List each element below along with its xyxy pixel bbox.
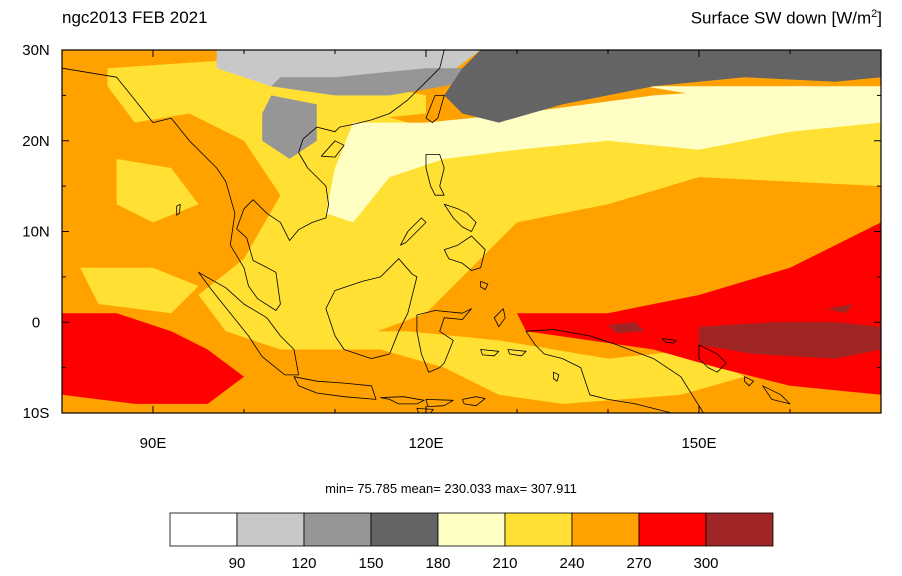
field-region-9 xyxy=(271,68,490,96)
field-region-7 xyxy=(644,86,881,105)
unit-exponent: 2 xyxy=(871,8,878,20)
coastline-13 xyxy=(662,338,677,344)
coastline-25 xyxy=(176,203,181,216)
field-region-16 xyxy=(608,322,645,334)
field-region-11 xyxy=(444,50,881,123)
coastline-8 xyxy=(443,235,486,271)
colorbar-label-0: 90 xyxy=(229,555,246,572)
y-tick-label-3: 0 xyxy=(32,314,40,331)
colorbar-box-0 xyxy=(169,512,238,547)
coastline-2 xyxy=(293,376,377,400)
coastline-14 xyxy=(744,376,754,387)
map-plot: 90E 120E 150E 30N 20N 10N 0 10S xyxy=(22,42,882,452)
variable-name: Surface SW down [W/m xyxy=(690,8,872,28)
coastline-1 xyxy=(198,271,300,376)
y-tick-label-0: 30N xyxy=(22,42,50,59)
x-tick-label-1: 120E xyxy=(408,435,443,452)
coastline-6 xyxy=(443,203,477,232)
colorbar-label-5: 240 xyxy=(559,555,584,572)
coastline-12 xyxy=(698,344,727,373)
coastline-10 xyxy=(320,140,345,158)
coastline-4 xyxy=(416,308,472,373)
field-region-17 xyxy=(826,304,854,314)
field-region-3 xyxy=(80,267,199,314)
coastline-layer xyxy=(62,50,791,413)
colorbar-box-1 xyxy=(236,512,305,547)
coastline-5 xyxy=(425,153,445,196)
y-tick-label-2: 10N xyxy=(22,224,50,241)
colorbar-label-4: 210 xyxy=(492,555,517,572)
field-region-10 xyxy=(262,95,317,159)
chart-title: ngc2013 FEB 2021 xyxy=(62,8,208,27)
colorbar-label-6: 270 xyxy=(626,555,651,572)
colorbar-label-7: 300 xyxy=(693,555,718,572)
coastline-15 xyxy=(762,385,791,405)
coastline-21 xyxy=(493,308,506,328)
coastline-19 xyxy=(461,396,486,407)
field-region-6 xyxy=(325,86,881,223)
colorbar-box-2 xyxy=(303,512,372,547)
colorbar-box-4 xyxy=(437,512,506,547)
colorbar-label-3: 180 xyxy=(425,555,450,572)
y-tick-label-4: 10S xyxy=(23,405,50,422)
field-region-4 xyxy=(280,331,745,404)
colorbar-box-6 xyxy=(571,512,640,547)
x-tick-label-2: 150E xyxy=(681,435,716,452)
coastline-3 xyxy=(325,258,418,360)
field-region-2 xyxy=(116,158,199,223)
stats-line: min= 75.785 mean= 230.033 max= 307.911 xyxy=(325,481,577,496)
coastline-7 xyxy=(400,217,427,246)
coastline-23 xyxy=(553,371,560,382)
colorbar-box-5 xyxy=(504,512,573,547)
x-tick-label-0: 90E xyxy=(140,435,167,452)
coastline-24 xyxy=(480,280,489,291)
coastline-16 xyxy=(380,396,425,405)
coastline-11 xyxy=(525,329,704,413)
unit-close: ] xyxy=(877,8,882,28)
coastline-0 xyxy=(62,50,445,311)
coastline-22 xyxy=(507,349,527,357)
axis-ticks: 90E 120E 150E 30N 20N 10N 0 10S xyxy=(22,42,882,452)
coastline-9 xyxy=(425,95,445,123)
colorbar-box-8 xyxy=(705,512,774,547)
coastline-17 xyxy=(425,398,454,408)
colorbar-label-2: 150 xyxy=(358,555,383,572)
colorbar-label-1: 120 xyxy=(291,555,316,572)
coastline-20 xyxy=(480,349,500,357)
colorbar-box-7 xyxy=(638,512,707,547)
colorbar-box-3 xyxy=(370,512,439,547)
field-region-14 xyxy=(799,240,881,277)
y-tick-label-1: 20N xyxy=(22,133,50,150)
field-region-15 xyxy=(699,322,881,359)
variable-title: Surface SW down [W/m2] xyxy=(691,8,882,29)
coastline-18 xyxy=(416,408,434,413)
field-region-12 xyxy=(62,313,244,404)
